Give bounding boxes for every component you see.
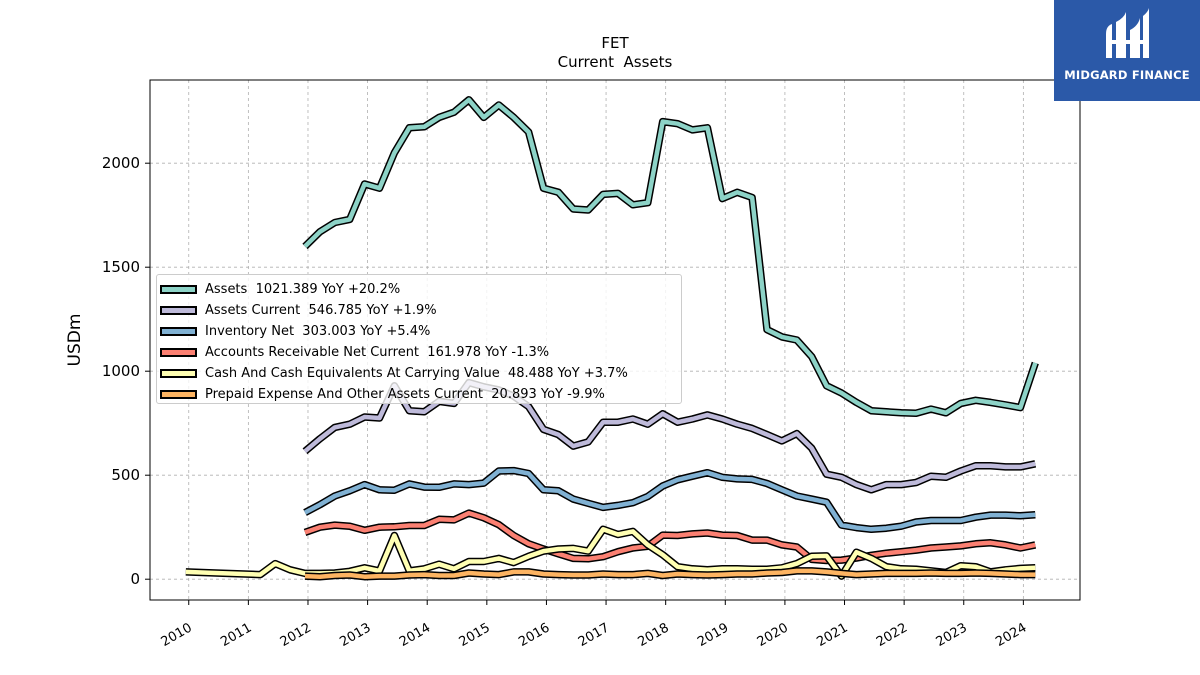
y-axis: 0 500 1000 1500 2000 xyxy=(102,154,150,588)
series-line xyxy=(185,527,1036,579)
y-tick-label: 2000 xyxy=(102,154,140,172)
legend-item: Accounts Receivable Net Current 161.978 … xyxy=(157,342,681,363)
x-tick-label: 2012 xyxy=(278,620,314,650)
series-line xyxy=(304,568,1036,579)
legend-item: Cash And Cash Equivalents At Carrying Va… xyxy=(157,363,681,384)
x-tick-label: 2021 xyxy=(814,620,850,650)
x-tick-label: 2015 xyxy=(457,620,493,650)
x-tick-label: 2014 xyxy=(397,620,433,650)
x-axis: 2010 2011 2012 2013 2014 2015 2016 2017 2018 2019… xyxy=(159,600,1029,650)
chart-title: FET xyxy=(601,34,629,52)
brand-logo: MIDGARD FINANCE xyxy=(1054,0,1200,101)
logo-text: MIDGARD FINANCE xyxy=(1064,68,1190,82)
legend-item: Inventory Net 303.003 YoY +5.4% xyxy=(157,321,681,342)
x-tick-label: 2011 xyxy=(218,620,254,650)
legend-swatch xyxy=(160,369,197,378)
series-5 xyxy=(185,525,1036,580)
y-tick-label: 500 xyxy=(111,466,140,484)
x-tick-label: 2017 xyxy=(576,620,612,650)
x-tick-label: 2024 xyxy=(993,620,1029,650)
x-tick-label: 2018 xyxy=(636,620,672,650)
series-line xyxy=(303,380,1036,493)
plot-frame xyxy=(149,79,1081,601)
legend-label: Accounts Receivable Net Current 161.978 … xyxy=(205,345,550,360)
chart-legend: Assets 1021.389 YoY +20.2% Assets Current… xyxy=(156,274,682,404)
legend-item: Prepaid Expense And Other Assets Current… xyxy=(157,384,681,405)
series-line xyxy=(304,510,1036,563)
legend-swatch xyxy=(160,390,197,399)
legend-swatch xyxy=(160,348,197,357)
series-6 xyxy=(304,567,1036,581)
legend-label: Cash And Cash Equivalents At Carrying Va… xyxy=(205,366,628,381)
midgard-logo-icon xyxy=(1106,8,1149,58)
legend-item: Assets Current 546.785 YoY +1.9% xyxy=(157,300,681,321)
x-tick-label: 2023 xyxy=(934,620,970,650)
x-tick-label: 2016 xyxy=(516,620,552,650)
series-3 xyxy=(303,466,1036,534)
legend-swatch xyxy=(160,327,197,336)
y-tick-label: 1000 xyxy=(102,362,140,380)
legend-label: Inventory Net 303.003 YoY +5.4% xyxy=(205,324,431,339)
x-tick-label: 2022 xyxy=(874,620,910,650)
series-2 xyxy=(302,378,1037,494)
series-lines xyxy=(185,96,1039,581)
chart-subtitle: Current Assets xyxy=(558,53,673,71)
legend-item: Assets 1021.389 YoY +20.2% xyxy=(157,279,681,300)
y-axis-label: USDm xyxy=(65,314,85,367)
x-tick-label: 2019 xyxy=(695,620,731,650)
y-tick-label: 0 xyxy=(130,570,140,588)
legend-label: Assets Current 546.785 YoY +1.9% xyxy=(205,303,437,318)
x-tick-label: 2013 xyxy=(337,620,373,650)
y-tick-label: 1500 xyxy=(102,258,140,276)
legend-swatch xyxy=(160,306,197,315)
series-line xyxy=(303,97,1038,416)
series-line xyxy=(303,468,1036,532)
x-tick-label: 2010 xyxy=(159,620,195,650)
legend-label: Assets 1021.389 YoY +20.2% xyxy=(205,282,401,297)
series-4 xyxy=(303,509,1037,565)
series-1 xyxy=(302,96,1039,417)
x-tick-label: 2020 xyxy=(755,620,791,650)
legend-label: Prepaid Expense And Other Assets Current… xyxy=(205,387,605,402)
legend-swatch xyxy=(160,285,197,294)
